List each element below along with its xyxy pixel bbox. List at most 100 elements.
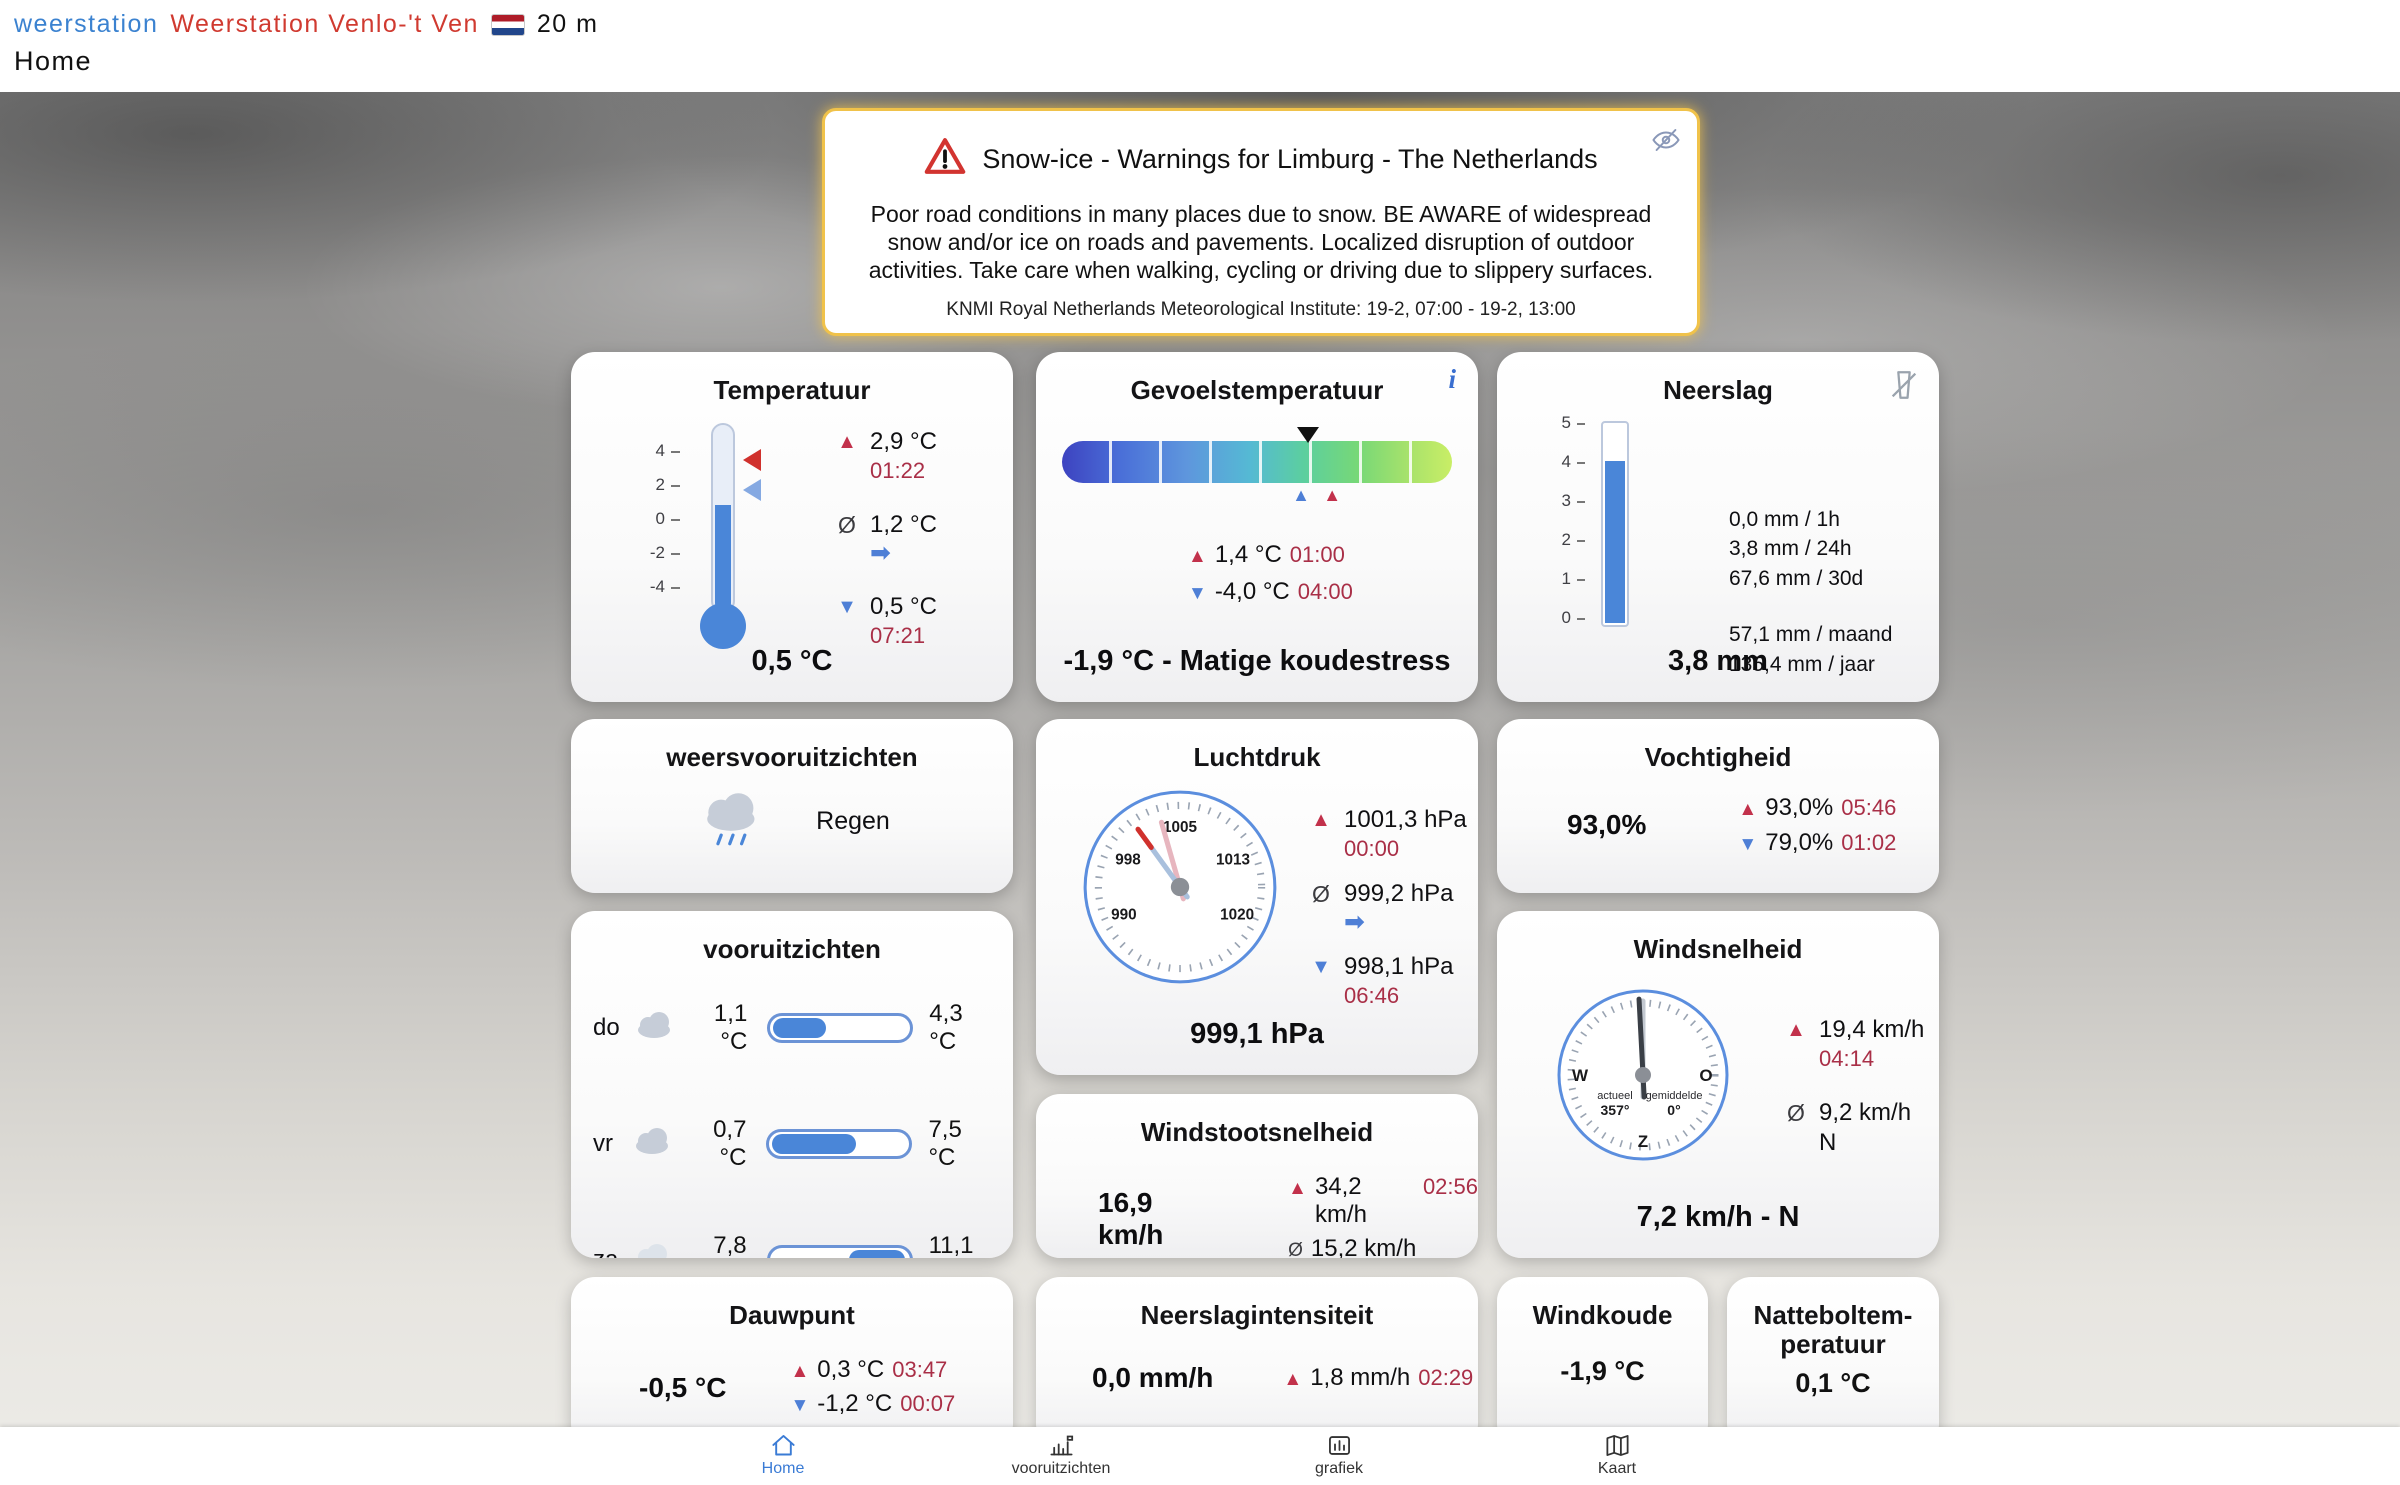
max-time: 02:56 xyxy=(1422,1173,1478,1199)
card-precipitation: Neerslag 5 4 3 2 1 0 0,0 mm / 1h xyxy=(1497,352,1939,702)
wind-gust-max-stat: ▲ 34,2 km/h 02:56 xyxy=(1288,1173,1478,1229)
forecast-now-row: Regen xyxy=(571,790,1013,853)
card-forecast-title: vooruitzichten xyxy=(703,934,881,964)
app-name-link[interactable]: weerstation xyxy=(14,10,159,38)
card-wet-bulb-title: Natteboltem-peratuur xyxy=(1753,1300,1913,1359)
humidity-max-stat: ▲ 93,0% 05:46 xyxy=(1738,794,1896,822)
dew-min-stat: ▼ -1,2 °C 00:07 xyxy=(790,1390,955,1418)
min-value: -4,0 °C xyxy=(1214,577,1290,605)
nav-item-home[interactable]: Home xyxy=(708,1432,858,1485)
nav-item-grafiek[interactable]: grafiek xyxy=(1264,1432,1414,1485)
forecast-high: 11,1 °C xyxy=(928,1231,974,1258)
card-humidity: Vochtigheid 93,0% ▲ 93,0% 05:46 ▼ 79,0% … xyxy=(1497,719,1939,893)
hide-warning-button[interactable] xyxy=(1651,125,1681,155)
rain-month: 57,1 mm / maand xyxy=(1729,623,1893,647)
rain-1h: 0,0 mm / 1h xyxy=(1729,507,1840,531)
avg-value: 9,2 km/h xyxy=(1819,1099,1912,1126)
pressure-dial-gauge: 1005 998 1013 990 1020 xyxy=(1078,785,1282,989)
rain-scale-label: 2 xyxy=(1561,529,1571,549)
eye-off-icon xyxy=(1651,129,1681,159)
dew-max-stat: ▲ 0,3 °C 03:47 xyxy=(790,1356,955,1384)
thermo-tick xyxy=(671,552,680,555)
card-wind-speed-title: Windsnelheid xyxy=(1633,934,1803,964)
average-icon: Ø xyxy=(1288,1239,1303,1258)
thermo-scale-label: 4 xyxy=(655,440,665,460)
dew-point-stats: ▲ 0,3 °C 03:47 ▼ -1,2 °C 00:07 xyxy=(790,1356,955,1418)
card-feels-like: i Gevoelstemperatuur ▲ ▲ ▲ 1,4 °C 01:00 … xyxy=(1036,352,1478,702)
rain-tick xyxy=(1577,500,1585,503)
rain-scale-label: 5 xyxy=(1561,412,1571,432)
card-wind-chill: Windkoude -1,9 °C xyxy=(1497,1277,1708,1447)
card-forecast: vooruitzichten do 1,1 °C 4,3 °C vr 0,7 °… xyxy=(571,911,1013,1258)
info-icon[interactable]: i xyxy=(1448,364,1456,394)
nav-item-vooruitzichten[interactable]: vooruitzichten xyxy=(986,1432,1136,1485)
thermo-tick xyxy=(671,450,680,453)
avg-value: 1,2 °C xyxy=(870,510,937,538)
up-arrow-icon: ▲ xyxy=(1288,1177,1307,1199)
max-time: 01:00 xyxy=(1289,541,1345,567)
wind-speed-current: 7,2 km/h - N xyxy=(1636,1201,1800,1233)
cloud-icon xyxy=(628,1126,678,1162)
forecast-day: do xyxy=(593,1013,620,1041)
bar-chart-icon xyxy=(1326,1432,1353,1459)
thermo-tick xyxy=(671,484,680,487)
forecast-range-fill xyxy=(773,1017,827,1038)
rain-cloud-icon xyxy=(694,790,772,853)
rain-24h: 3,8 mm / 24h xyxy=(1729,537,1852,561)
average-icon: Ø xyxy=(1787,1100,1805,1126)
dew-point-current: -0,5 °C xyxy=(639,1371,727,1403)
nav-label: Home xyxy=(761,1460,805,1477)
nl-flag-icon xyxy=(490,13,525,36)
max-value: 2,9 °C xyxy=(870,427,937,455)
avg-direction: N xyxy=(1819,1129,1837,1156)
card-humidity-title: Vochtigheid xyxy=(1644,742,1792,772)
max-time: 04:14 xyxy=(1819,1046,1875,1071)
rain-scale-label: 4 xyxy=(1561,451,1571,471)
pressure-avg-stat: Ø 999,2 hPa ➡ xyxy=(1308,879,1467,935)
precipitation-body: 5 4 3 2 1 0 0,0 mm / 1h 3,8 mm / 24h 67 xyxy=(1497,405,1939,680)
header-title-row: weerstation Weerstation Venlo-'t Ven 20 … xyxy=(14,10,2400,39)
card-temperature: Temperatuur 4 2 0 -2 -4 xyxy=(571,352,1013,702)
rain-tick xyxy=(1577,578,1585,581)
gemiddelde-label: gemiddelde xyxy=(1646,1090,1703,1102)
max-value: 93,0% xyxy=(1765,793,1834,821)
wind-gust-body: 16,9 km/h ▲ 34,2 km/h 02:56 Ø 15,2 km/h xyxy=(1036,1173,1478,1258)
max-time: 01:22 xyxy=(870,457,926,483)
max-time: 02:29 xyxy=(1418,1364,1474,1390)
thermo-scale-label: -2 xyxy=(649,542,665,562)
card-precipitation-title: Neerslag xyxy=(1663,375,1773,405)
min-time: 00:07 xyxy=(900,1390,956,1416)
dial-label-1005: 1005 xyxy=(1163,819,1197,836)
max-value: 19,4 km/h xyxy=(1819,1016,1925,1043)
card-wind-gust: Windstootsnelheid 16,9 km/h ▲ 34,2 km/h … xyxy=(1036,1094,1478,1258)
wind-gust-current: 16,9 km/h xyxy=(1098,1186,1164,1250)
compass-east: O xyxy=(1699,1066,1712,1085)
rain-year: 135,4 mm / jaar xyxy=(1729,652,1875,676)
forecast-day: za xyxy=(593,1246,618,1258)
min-value: -1,2 °C xyxy=(817,1389,893,1417)
min-value: 0,5 °C xyxy=(870,592,937,620)
rain-30d: 67,6 mm / 30d xyxy=(1729,567,1864,591)
trend-steady-icon: ➡ xyxy=(870,538,891,567)
cloud-icon xyxy=(630,1010,680,1046)
feels-like-current: -1,9 °C - Matige koudestress xyxy=(1063,645,1451,677)
card-forecast-now: weersvooruitzichten Regen xyxy=(571,719,1013,893)
map-icon xyxy=(1604,1432,1631,1459)
warning-title-row: Snow-ice - Warnings for Limburg - The Ne… xyxy=(865,137,1657,182)
nav-item-kaart[interactable]: Kaart xyxy=(1542,1432,1692,1485)
wind-gust-avg-stat: Ø 15,2 km/h xyxy=(1288,1235,1478,1258)
card-forecast-now-title: weersvooruitzichten xyxy=(666,742,918,772)
precipitation-fill xyxy=(1605,460,1625,623)
nav-label: Kaart xyxy=(1597,1460,1637,1477)
rain-intensity-max-stat: ▲ 1,8 mm/h 02:29 xyxy=(1283,1364,1473,1392)
up-arrow-icon: ▲ xyxy=(837,430,857,453)
max-time: 05:46 xyxy=(1841,794,1897,820)
forecast-range-fill xyxy=(849,1249,906,1258)
thermo-tick xyxy=(671,518,680,521)
card-pressure: Luchtdruk 1005 998 1013 990 1020 xyxy=(1036,719,1478,1075)
rain-scale-label: 0 xyxy=(1561,607,1571,627)
compass-west: W xyxy=(1572,1066,1589,1085)
forecast-low: 0,7 °C xyxy=(713,1115,747,1171)
temperature-body: 4 2 0 -2 -4 ▲ 2,9 °C xyxy=(571,405,1013,654)
